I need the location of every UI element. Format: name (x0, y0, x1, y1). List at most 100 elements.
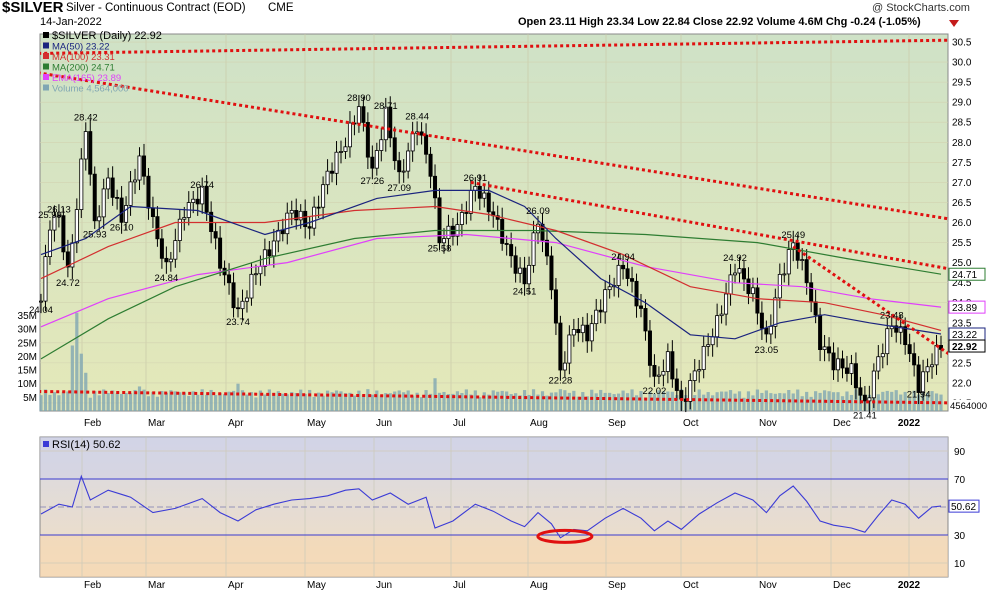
price-candle-body (464, 212, 469, 214)
volume-bar (934, 393, 939, 411)
price-candle-body (173, 240, 178, 260)
price-candle-body (74, 209, 79, 244)
price-candle-body (513, 255, 518, 274)
volume-bar (128, 393, 133, 411)
volume-bar (840, 396, 845, 411)
price-candle-body (580, 324, 585, 334)
price-candle-body (47, 229, 52, 258)
volume-bar (308, 389, 312, 411)
volume-bar (84, 372, 88, 411)
price-annotation: 28.42 (74, 112, 98, 123)
volume-bar (339, 391, 343, 411)
volume-bar (258, 390, 263, 411)
legend-label: MA(50) 23.22 (52, 42, 110, 53)
x-tick-label: Feb (84, 580, 102, 591)
price-candle-body (244, 297, 249, 302)
volume-bar (885, 390, 889, 411)
price-candle-body (782, 273, 787, 276)
x-tick-label: Mar (148, 580, 166, 591)
volume-bar (527, 394, 531, 411)
legend-swatch (43, 74, 49, 80)
price-y-tick-label: 30.5 (952, 38, 972, 49)
price-candle-body (83, 131, 88, 160)
price-candle-body (585, 324, 590, 342)
price-candle-body (388, 106, 393, 139)
chart-subtitle: Silver - Continuous Contract (EOD) (66, 2, 246, 14)
price-candle-body (907, 344, 912, 355)
ema165-line (40, 233, 942, 328)
price-candle-body (728, 274, 733, 295)
volume-bar (567, 392, 571, 411)
price-annotation: 28.90 (347, 93, 371, 104)
price-candle-body (643, 308, 648, 332)
x-tick-label: Oct (683, 580, 699, 591)
price-candle-body (858, 387, 863, 396)
volume-bar (661, 391, 665, 411)
price-annotation: 26.91 (463, 173, 487, 184)
price-candle-body (871, 370, 876, 399)
stockcharts-watermark: @ StockCharts.com (872, 2, 970, 14)
price-candle-body (110, 177, 115, 198)
volume-bar (236, 383, 240, 411)
price-candle-body (607, 286, 612, 291)
price-candle-body (200, 185, 205, 205)
volume-bar (563, 390, 567, 411)
price-candle-body (39, 300, 44, 303)
price-candle-body (446, 225, 451, 239)
volume-bar (75, 312, 79, 411)
volume-bar (182, 392, 186, 411)
price-candle-body (459, 212, 464, 225)
x-tick-label: Feb (84, 418, 102, 429)
volume-bar (415, 392, 419, 411)
price-candle-body (822, 346, 827, 350)
rsi-y-tick-label: 30 (954, 531, 966, 542)
price-annotation: 25.58 (428, 243, 452, 254)
volume-bar (119, 393, 124, 411)
price-annotation: 24.51 (513, 286, 537, 297)
price-candle-body (325, 170, 330, 186)
price-candle-body (258, 266, 263, 275)
price-candle-body (56, 215, 61, 218)
price-candle-body (522, 267, 527, 285)
right-axis-value-label: 23.89 (952, 303, 977, 314)
volume-bar (133, 389, 137, 411)
exchange-label: CME (268, 2, 294, 14)
volume-bar (594, 393, 598, 411)
price-candle-body (777, 273, 782, 299)
volume-bar (361, 394, 365, 411)
price-candle-body (271, 240, 276, 257)
volume-bar (831, 392, 836, 411)
volume-bar (155, 396, 160, 411)
volume-bar (930, 391, 934, 411)
price-candle-body (598, 309, 603, 313)
volume-bar (178, 392, 182, 411)
price-candle-body (853, 363, 858, 389)
price-annotation: 26.74 (190, 180, 214, 191)
price-candle-body (527, 264, 532, 285)
price-candle-body (343, 146, 348, 152)
price-candle-body (150, 207, 155, 218)
volume-bar (670, 391, 674, 411)
volume-bar (899, 394, 903, 411)
volume-bar (648, 391, 652, 411)
volume-y-tick-label: 10M (18, 379, 37, 390)
price-candle-body (737, 268, 742, 274)
legend-swatch (43, 84, 49, 91)
price-annotation: 22.02 (643, 386, 667, 397)
price-candle-body (236, 307, 241, 310)
price-annotation: 21.41 (853, 411, 877, 422)
volume-bar (164, 392, 168, 411)
rsi-y-tick-label: 90 (954, 447, 966, 458)
x-tick-label: May (307, 580, 326, 591)
price-candle-body (786, 249, 791, 275)
volume-bar (290, 392, 294, 411)
volume-bar (460, 393, 464, 411)
volume-bar (755, 389, 760, 411)
price-candle-body (410, 132, 415, 152)
x-tick-label: Sep (608, 418, 626, 429)
volume-bar (222, 394, 227, 411)
price-y-tick-label: 28.0 (952, 138, 972, 149)
volume-bar (218, 393, 222, 411)
volume-bar (240, 390, 245, 411)
